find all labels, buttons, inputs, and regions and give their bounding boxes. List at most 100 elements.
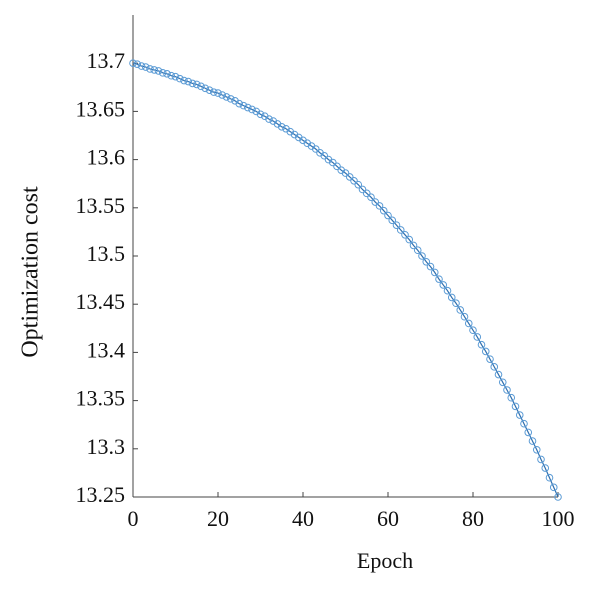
marker	[409, 241, 418, 250]
marker	[154, 67, 163, 75]
marker	[430, 268, 439, 277]
marker	[277, 123, 286, 131]
x-tick-label: 100	[542, 506, 575, 531]
y-tick-label: 13.45	[76, 289, 126, 314]
marker	[150, 66, 159, 74]
x-tick-label: 60	[377, 506, 399, 531]
marker	[490, 363, 499, 371]
marker	[520, 419, 528, 428]
marker	[452, 299, 460, 308]
marker	[248, 105, 256, 114]
marker	[537, 455, 545, 464]
marker	[375, 202, 384, 210]
marker	[388, 216, 397, 225]
marker	[320, 151, 329, 160]
marker	[239, 101, 248, 110]
marker	[528, 437, 537, 445]
y-tick-label: 13.35	[76, 386, 126, 411]
y-tick-label: 13.4	[87, 337, 126, 362]
marker	[328, 158, 337, 167]
y-tick-label: 13.3	[87, 434, 126, 459]
x-axis-label: Epoch	[357, 548, 413, 573]
marker	[333, 162, 341, 171]
marker	[426, 262, 435, 271]
marker	[401, 230, 409, 239]
marker	[265, 115, 273, 123]
x-tick-label: 20	[207, 506, 229, 531]
marker	[511, 402, 520, 411]
marker	[171, 72, 180, 81]
marker	[379, 206, 388, 215]
marker	[205, 86, 214, 94]
marker	[443, 286, 452, 295]
marker	[384, 211, 392, 220]
marker	[405, 235, 414, 244]
marker	[180, 76, 188, 85]
marker	[167, 71, 176, 80]
marker	[418, 252, 426, 260]
marker	[524, 428, 533, 437]
marker	[413, 246, 422, 255]
marker	[498, 378, 507, 387]
marker	[392, 221, 401, 229]
marker	[460, 312, 469, 321]
x-tick-label: 40	[292, 506, 314, 531]
marker	[192, 80, 201, 89]
marker	[163, 70, 171, 78]
marker	[422, 257, 431, 266]
marker	[218, 91, 227, 99]
marker	[439, 281, 448, 289]
marker	[549, 483, 558, 492]
marker	[345, 173, 354, 181]
y-tick-label: 13.25	[76, 482, 126, 507]
marker	[226, 95, 235, 103]
marker	[435, 275, 443, 283]
marker	[146, 65, 154, 73]
marker	[456, 306, 465, 314]
marker	[341, 169, 350, 177]
marker	[545, 473, 554, 482]
y-tick-label: 13.55	[76, 193, 126, 218]
marker	[243, 103, 252, 112]
marker	[371, 198, 380, 206]
marker	[396, 226, 405, 234]
y-tick-label: 13.5	[87, 241, 126, 266]
marker	[447, 293, 456, 302]
marker	[184, 77, 193, 86]
marker	[367, 193, 375, 201]
marker	[129, 59, 137, 68]
marker	[358, 185, 367, 194]
marker	[209, 88, 218, 96]
marker	[507, 393, 516, 402]
marker	[515, 411, 524, 419]
marker	[464, 319, 473, 328]
x-tick-label: 80	[462, 506, 484, 531]
marker	[133, 60, 142, 68]
marker	[188, 79, 197, 88]
marker	[235, 99, 244, 108]
marker	[494, 370, 503, 379]
y-tick-label: 13.6	[87, 145, 126, 170]
marker	[175, 74, 184, 83]
marker	[486, 355, 494, 363]
marker	[362, 189, 371, 198]
marker	[311, 145, 320, 153]
marker	[197, 82, 205, 91]
marker	[477, 340, 486, 349]
marker	[481, 347, 490, 356]
marker	[256, 110, 265, 119]
marker	[214, 89, 222, 97]
marker	[554, 493, 562, 501]
marker	[350, 177, 358, 185]
line	[132, 62, 559, 498]
marker	[222, 93, 231, 101]
marker	[137, 62, 146, 70]
x-tick-label: 0	[128, 506, 139, 531]
y-tick-label: 13.65	[76, 96, 126, 121]
marker	[158, 69, 167, 77]
marker	[141, 63, 150, 71]
marker	[473, 333, 482, 341]
marker	[503, 386, 511, 394]
